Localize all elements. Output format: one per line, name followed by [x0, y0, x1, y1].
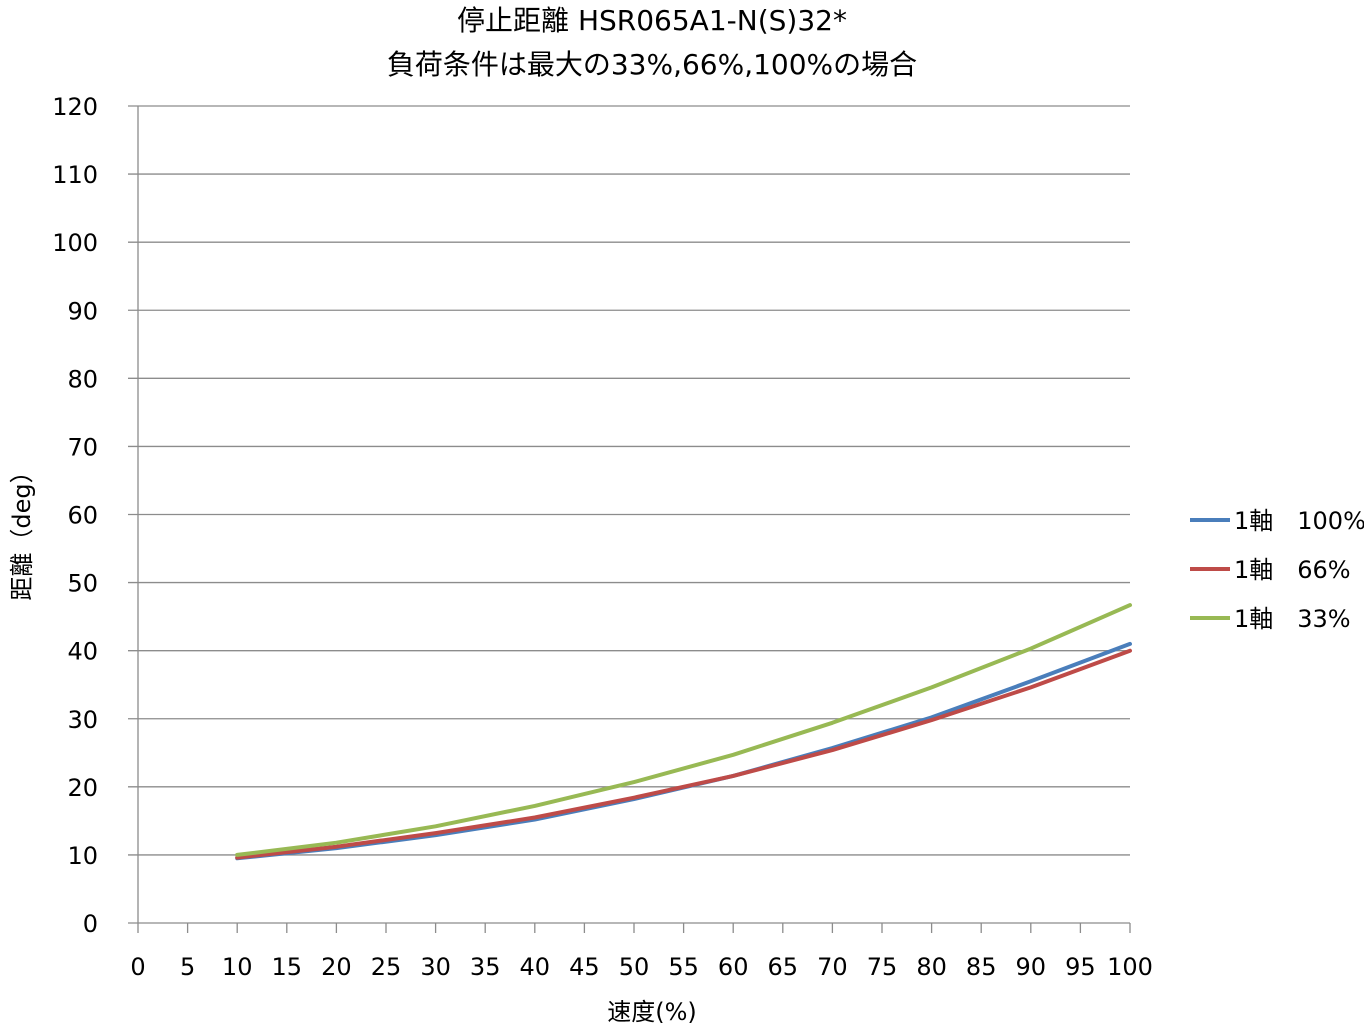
- x-tick-label: 50: [619, 953, 650, 981]
- y-tick-label: 60: [67, 502, 98, 530]
- series-lines: [235, 603, 1132, 861]
- y-axis-label: 距離（deg）: [8, 459, 36, 600]
- y-tick-label: 100: [52, 229, 98, 257]
- x-tick-label: 45: [569, 953, 600, 981]
- x-tick-label: 100: [1107, 953, 1153, 981]
- y-axis-ticks: 0 10 20 30 40 50 60 70 80 90 100 110 120: [52, 93, 98, 938]
- legend-label-1: 1軸 66%: [1234, 556, 1351, 584]
- x-tick-label: 95: [1065, 953, 1096, 981]
- y-tick-label: 90: [67, 297, 98, 325]
- series-line-0: [235, 641, 1132, 861]
- y-tick-label: 120: [52, 93, 98, 121]
- x-tick-label: 55: [668, 953, 699, 981]
- series-line-1: [235, 648, 1132, 860]
- y-tick-label: 40: [67, 638, 98, 666]
- x-tick-label: 0: [130, 953, 145, 981]
- y-tick-label: 110: [52, 161, 98, 189]
- y-tick-label: 20: [67, 774, 98, 802]
- x-tick-label: 85: [966, 953, 997, 981]
- legend-label-2: 1軸 33%: [1234, 605, 1351, 633]
- x-tick-label: 60: [718, 953, 749, 981]
- y-tick-label: 10: [67, 842, 98, 870]
- series-line-2: [235, 603, 1132, 857]
- axes: [128, 106, 1130, 924]
- x-tick-label: 80: [916, 953, 947, 981]
- chart-title-line2: 負荷条件は最大の33%,66%,100%の場合: [387, 48, 917, 81]
- gridlines: [128, 105, 1130, 856]
- y-tick-label: 30: [67, 706, 98, 734]
- y-tick-label: 0: [83, 910, 98, 938]
- x-axis-ticks: 0 5 10 15 20 25 30 35 40 45 50 55 60 65 70 75 80 85 90 95 10…: [130, 923, 1153, 981]
- x-tick-label: 70: [817, 953, 848, 981]
- x-axis-label: 速度(%): [607, 998, 697, 1026]
- x-tick-label: 30: [420, 953, 451, 981]
- x-tick-label: 35: [470, 953, 501, 981]
- x-tick-label: 75: [867, 953, 898, 981]
- y-tick-label: 70: [67, 433, 98, 461]
- chart-title-line1: 停止距離 HSR065A1-N(S)32*: [457, 4, 847, 37]
- x-tick-label: 40: [520, 953, 551, 981]
- legend: 1軸 100% 1軸 66% 1軸 33%: [1190, 507, 1364, 633]
- x-tick-label: 15: [272, 953, 303, 981]
- x-tick-label: 10: [222, 953, 253, 981]
- x-tick-label: 25: [371, 953, 402, 981]
- x-tick-label: 20: [321, 953, 352, 981]
- legend-label-0: 1軸 100%: [1234, 507, 1364, 535]
- y-tick-label: 80: [67, 365, 98, 393]
- y-tick-label: 50: [67, 570, 98, 598]
- x-tick-label: 5: [180, 953, 195, 981]
- x-tick-label: 65: [768, 953, 799, 981]
- chart-title: 停止距離 HSR065A1-N(S)32* 負荷条件は最大の33%,66%,10…: [387, 4, 917, 81]
- x-tick-label: 90: [1016, 953, 1047, 981]
